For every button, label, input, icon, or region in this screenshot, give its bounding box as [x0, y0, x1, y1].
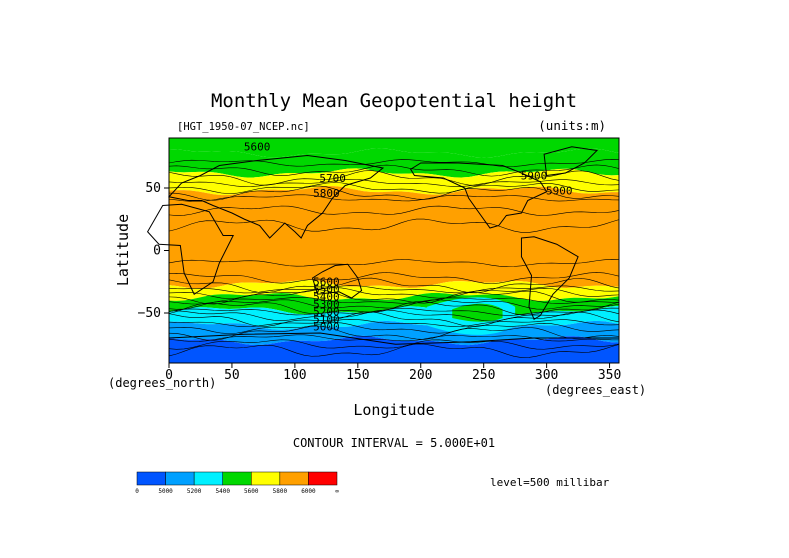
- contour-label: 5100: [313, 313, 340, 326]
- contour-line: [168, 289, 620, 305]
- colorbar-swatch: [279, 471, 309, 486]
- color-band: [169, 138, 619, 158]
- contour-line: [168, 309, 620, 322]
- colorbar-label: 5400: [215, 488, 230, 495]
- contour-line: [168, 307, 620, 316]
- y-axis: 50 0 −50: [138, 181, 169, 321]
- colorbar-label: 5000: [158, 488, 173, 495]
- x-unit-label: (degrees_east): [545, 383, 646, 397]
- contour-label: 5500: [313, 283, 340, 296]
- contour-line: [168, 311, 620, 327]
- coastline: [543, 146, 599, 177]
- contour-line: [168, 170, 620, 186]
- contour-label: 5300: [313, 298, 340, 311]
- color-band: [169, 320, 619, 346]
- contour-line: [168, 272, 620, 284]
- contour-lines: [168, 158, 620, 358]
- contour-label: 5600: [313, 276, 340, 289]
- x-tick-label: 200: [409, 368, 432, 383]
- contour-line: [168, 258, 620, 267]
- contour-interval-text: CONTOUR INTERVAL = 5.000E+01: [293, 436, 495, 450]
- trough-core: [452, 303, 503, 322]
- contour-label: 5800: [313, 187, 340, 200]
- coastline: [168, 154, 385, 239]
- contour-line: [168, 285, 620, 294]
- coastline: [409, 162, 548, 229]
- contour-line: [168, 334, 620, 342]
- contour-line: [168, 322, 620, 334]
- x-tick-label: 150: [346, 368, 369, 383]
- contour-label: 5900: [521, 169, 548, 182]
- colorbar-swatch: [308, 471, 338, 486]
- x-tick-label: 50: [224, 368, 240, 383]
- contour-line: [168, 182, 620, 194]
- contour-label: 5200: [313, 306, 340, 319]
- contour-line: [168, 287, 620, 299]
- x-axis: 0 50 100 150 200 250 300 350: [165, 363, 621, 383]
- file-label: [HGT_1950-07_NCEP.nc]: [177, 121, 310, 133]
- contour-line: [168, 343, 620, 358]
- x-tick-label: 350: [598, 368, 621, 383]
- contour-line: [168, 339, 620, 350]
- contour-line: [168, 179, 620, 187]
- contour-line: [168, 218, 620, 233]
- contour-label: 5400: [313, 291, 340, 304]
- colorbar-label: 5200: [187, 488, 202, 495]
- x-tick-label: 250: [472, 368, 495, 383]
- color-band: [169, 168, 619, 196]
- y-axis-title: Latitude: [114, 214, 132, 286]
- colorbar-swatch: [136, 471, 166, 486]
- contour-line: [168, 205, 620, 216]
- contour-line: [168, 194, 620, 202]
- colorbar-label: 0: [135, 488, 139, 495]
- coastline: [311, 263, 363, 299]
- contour-line: [168, 318, 620, 327]
- colorbar-swatch: [222, 471, 252, 486]
- y-tick-label: 50: [145, 181, 161, 196]
- contour-label: 5700: [319, 172, 346, 185]
- contour-line: [168, 158, 620, 167]
- x-axis-title: Longitude: [353, 401, 434, 419]
- color-band: [169, 335, 619, 363]
- units-label: (units:m): [538, 118, 606, 133]
- contour-line: [168, 277, 620, 294]
- contour-label: 5000: [313, 321, 340, 334]
- colorbar-label: ∞: [335, 488, 339, 495]
- colorbar-swatch: [193, 471, 223, 486]
- contour-label: 5600: [244, 141, 271, 154]
- contour-line: [168, 185, 620, 201]
- y-tick-label: 0: [153, 244, 161, 259]
- coastlines: [146, 146, 619, 345]
- colorbar-label: 5800: [273, 488, 288, 495]
- contour-line: [168, 164, 620, 177]
- colorbar-label: 5600: [244, 488, 259, 495]
- color-band: [169, 186, 619, 289]
- contour-line: [168, 296, 620, 305]
- colorbar-swatch: [165, 471, 195, 486]
- y-unit-label: (degrees_north): [108, 376, 216, 390]
- coastline: [146, 203, 235, 295]
- x-tick-label: 300: [535, 368, 558, 383]
- contour-label: 5900: [546, 184, 573, 197]
- color-band: [169, 148, 619, 178]
- colorbar-swatch: [251, 471, 281, 486]
- level-text: level=500 millibar: [490, 476, 610, 489]
- colorbar-label: 6000: [301, 488, 316, 495]
- chart-title: Monthly Mean Geopotential height: [211, 90, 577, 112]
- x-tick-label: 0: [165, 368, 173, 383]
- coastline: [520, 236, 579, 320]
- coastline: [168, 332, 619, 345]
- colorbar: 0 5000 5200 5400 5600 5800 6000 ∞: [135, 471, 339, 495]
- x-tick-label: 100: [283, 368, 306, 383]
- y-tick-label: −50: [138, 306, 161, 321]
- contour-line: [168, 325, 620, 341]
